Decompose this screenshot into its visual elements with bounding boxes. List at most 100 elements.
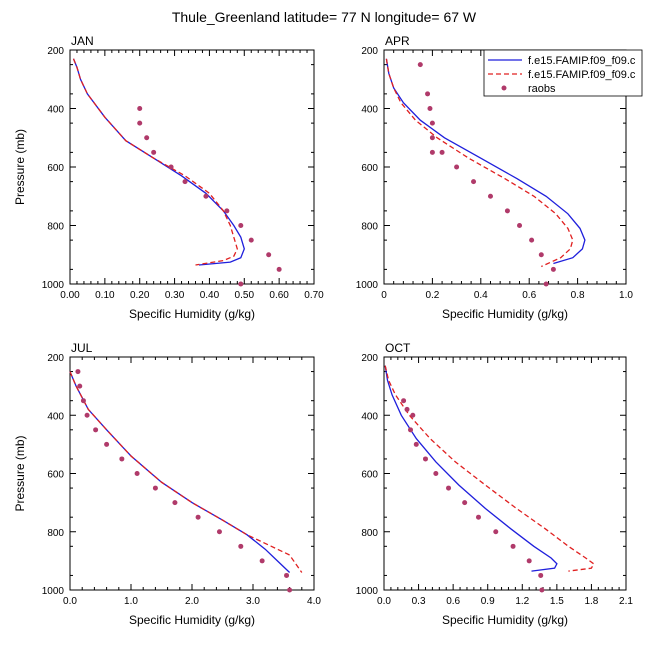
raobs-point — [75, 369, 81, 375]
panel-title: JUL — [71, 341, 93, 355]
raobs-point — [77, 383, 83, 389]
raobs-point — [550, 266, 556, 272]
y-tick-label: 200 — [361, 353, 378, 364]
raobs-point — [401, 398, 407, 404]
raobs-point — [259, 558, 265, 564]
x-tick-label: 0.6 — [522, 290, 536, 301]
raobs-point — [119, 456, 125, 462]
figure-title: Thule_Greenland latitude= 77 N longitude… — [172, 9, 477, 25]
raobs-point — [168, 164, 174, 170]
raobs-point — [413, 441, 419, 447]
raobs-point — [404, 406, 410, 412]
x-tick-label: 0.00 — [60, 290, 80, 301]
raobs-point — [422, 456, 428, 462]
raobs-point — [144, 135, 150, 141]
raobs-point — [152, 485, 158, 491]
legend-label: f.e15.FAMIP.f09_f09.c — [528, 55, 636, 67]
raobs-point — [429, 149, 435, 155]
raobs-point — [543, 281, 549, 287]
series-line-model1 — [72, 58, 245, 266]
x-tick-label: 1.2 — [515, 596, 529, 607]
y-tick-label: 600 — [47, 470, 64, 481]
raobs-point — [238, 223, 244, 228]
x-tick-label: 3.0 — [246, 596, 260, 607]
raobs-point — [182, 179, 188, 185]
y-tick-label: 800 — [47, 528, 64, 539]
legend: f.e15.FAMIP.f09_f09.c f.e15.FAMIP.f09_f09… — [483, 49, 643, 97]
raobs-point — [526, 558, 532, 564]
y-tick-label: 400 — [361, 411, 378, 422]
x-tick-label: 0.10 — [95, 290, 115, 301]
x-tick-label: 0.0 — [63, 596, 77, 607]
raobs-point — [248, 237, 254, 243]
x-tick-label: 0 — [381, 290, 387, 301]
raobs-point — [439, 149, 445, 155]
y-tick-label: 400 — [47, 105, 64, 116]
raobs-point — [471, 179, 477, 185]
panel-title: APR — [385, 34, 410, 48]
x-axis-label: Specific Humidity (g/kg) — [129, 307, 255, 321]
y-tick-label: 800 — [361, 528, 378, 539]
x-tick-label: 0.0 — [377, 596, 391, 607]
series-line-model2 — [69, 371, 303, 573]
raobs-point — [134, 471, 140, 476]
y-tick-label: 1000 — [42, 280, 65, 291]
raobs-point — [475, 514, 481, 520]
x-tick-label: 4.0 — [307, 596, 321, 607]
raobs-point — [517, 223, 523, 228]
raobs-point — [284, 572, 290, 578]
panel-title: OCT — [385, 341, 411, 355]
raobs-point — [172, 500, 178, 506]
x-tick-label: 0.60 — [269, 290, 289, 301]
x-tick-label: 1.5 — [550, 596, 564, 607]
y-tick-label: 200 — [47, 46, 64, 57]
y-tick-label: 1000 — [42, 586, 65, 597]
raobs-point — [238, 543, 244, 549]
x-tick-label: 0.3 — [412, 596, 426, 607]
raobs-point — [538, 252, 544, 258]
legend-label: raobs — [528, 83, 556, 95]
raobs-point — [104, 441, 110, 447]
raobs-point — [287, 587, 293, 593]
raobs-point — [425, 91, 431, 97]
panel-jan: JAN 0.00 0.10 0.20 0.30 0.40 0.50 0.60 0.70 200 40… — [13, 34, 324, 321]
legend-box — [483, 49, 643, 97]
raobs-point — [216, 529, 222, 535]
raobs-point — [429, 120, 435, 126]
x-tick-label: 1.8 — [584, 596, 598, 607]
y-tick-label: 200 — [361, 46, 378, 57]
x-axis-label: Specific Humidity (g/kg) — [442, 307, 568, 321]
series-line-model2 — [385, 58, 574, 268]
y-tick-label: 800 — [47, 222, 64, 233]
x-tick-label: 2.1 — [619, 596, 633, 607]
raobs-point — [433, 471, 439, 476]
raobs-point — [446, 485, 452, 491]
raobs-point — [80, 398, 86, 404]
x-tick-label: 0.2 — [425, 290, 439, 301]
x-tick-label: 0.50 — [235, 290, 255, 301]
y-tick-label: 400 — [47, 411, 64, 422]
raobs-point — [84, 412, 90, 418]
series-line-model1 — [385, 58, 586, 265]
x-tick-label: 1.0 — [619, 290, 633, 301]
y-tick-label: 600 — [361, 163, 378, 174]
x-tick-label: 0.4 — [474, 290, 488, 301]
panel-title: JAN — [71, 34, 94, 48]
plot-frame — [383, 356, 627, 591]
y-tick-label: 400 — [361, 105, 378, 116]
y-tick-label: 1000 — [356, 586, 379, 597]
raobs-point — [454, 164, 460, 170]
series-line-model2 — [384, 365, 595, 572]
raobs-point — [427, 106, 433, 111]
panel-jul: JUL 0.0 1.0 2.0 3.0 4.0 200 400 600 800 1000 Specif… — [13, 341, 321, 627]
y-tick-label: 200 — [47, 353, 64, 364]
raobs-point — [266, 252, 272, 258]
y-tick-label: 600 — [47, 163, 64, 174]
x-tick-label: 0.30 — [165, 290, 185, 301]
y-tick-label: 600 — [361, 470, 378, 481]
panel-oct: OCT 0.0 0.3 0.6 0.9 1.2 1.5 1.8 2.1 200 400 600 800 1… — [356, 341, 634, 627]
raobs-point — [137, 106, 143, 111]
raobs-point — [93, 427, 99, 433]
raobs-point — [238, 281, 244, 287]
